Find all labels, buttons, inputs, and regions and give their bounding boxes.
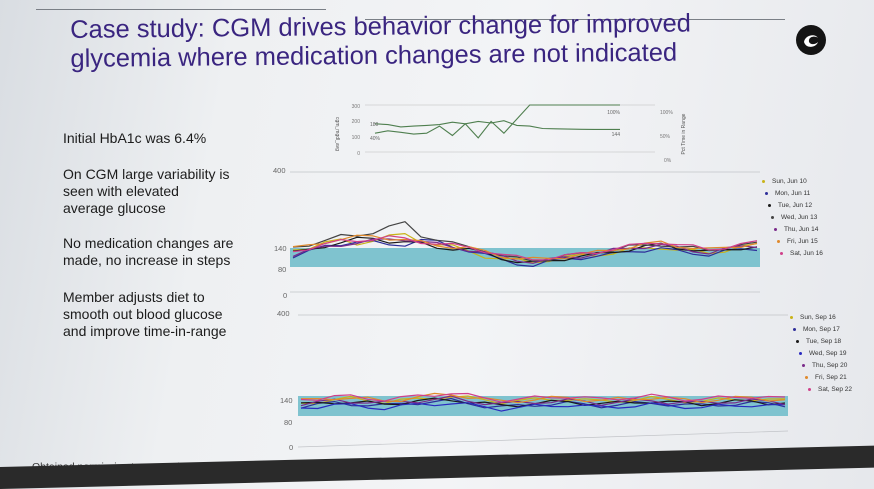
legend-dot-icon	[805, 375, 808, 379]
trend-tir-line	[374, 104, 620, 139]
legend-item: Thu, Sep 20	[802, 359, 852, 371]
legend-dot-icon	[790, 315, 793, 319]
legend-label: Wed, Jun 13	[781, 213, 818, 221]
swirl-logo-icon	[796, 25, 826, 55]
legend-item: Wed, Sep 19	[799, 347, 852, 359]
legend-item: Wed, Jun 13	[771, 211, 823, 223]
legend-item: Tue, Sep 18	[796, 335, 852, 347]
bottom-chart-tick-400: 400	[277, 309, 290, 318]
trend-right-tick-0: 0%	[664, 158, 672, 164]
daily-chart-june	[290, 171, 760, 293]
legend-label: Thu, Jun 14	[784, 225, 819, 233]
bullet-hba1c: Initial HbA1c was 6.4%	[63, 130, 207, 146]
series-line-4	[300, 402, 786, 412]
legend-dot-icon	[799, 351, 802, 355]
legend-label: Fri, Sep 21	[815, 373, 847, 381]
top-rule-left	[36, 9, 326, 10]
trend-chart: cgm_mgdl_avg 300 200 100 0 180 40% 100% …	[334, 104, 687, 164]
legend-september: Sun, Sep 16 Mon, Sep 17 Tue, Sep 18 Wed, Se…	[790, 311, 852, 395]
bullet-diet: Member adjusts diet to smooth out blood …	[63, 289, 227, 339]
trend-avg-line	[374, 120, 620, 130]
legend-label: Sun, Sep 16	[800, 313, 836, 321]
legend-item: Sun, Jun 10	[762, 175, 823, 187]
trend-annotation-avg-end: 144	[612, 132, 621, 138]
trend-right-tick-50: 50%	[660, 134, 671, 140]
trend-annotation-avg-start: 180	[370, 122, 379, 128]
legend-label: Wed, Sep 19	[809, 349, 847, 357]
bottom-chart-line-0	[297, 430, 789, 448]
legend-dot-icon	[771, 215, 774, 219]
top-chart-tick-140: 140	[274, 244, 287, 253]
trend-tick-300: 300	[352, 104, 361, 110]
trend-right-tick-100: 100%	[660, 110, 673, 116]
trend-tick-0: 0	[357, 151, 360, 157]
legend-item: Fri, Jun 15	[777, 235, 823, 247]
legend-label: Tue, Jun 12	[778, 201, 813, 209]
bottom-chart-tick-140: 140	[280, 396, 293, 405]
series-line-3	[300, 397, 786, 408]
legend-label: Sat, Jun 16	[790, 249, 823, 257]
legend-dot-icon	[802, 363, 805, 367]
legend-dot-icon	[808, 387, 811, 391]
legend-item: Tue, Jun 12	[768, 199, 823, 211]
legend-dot-icon	[780, 251, 783, 255]
top-chart-tick-0: 0	[283, 291, 288, 300]
legend-dot-icon	[774, 227, 777, 231]
legend-item: Fri, Sep 21	[805, 371, 852, 383]
legend-item: Sat, Sep 22	[808, 383, 852, 395]
bullet-variability: On CGM large variability is seen with el…	[63, 166, 230, 216]
legend-june: Sun, Jun 10 Mon, Jun 11 Tue, Jun 12 Wed, Ju…	[762, 175, 823, 259]
bottom-chart-tick-80: 80	[284, 418, 293, 427]
legend-label: Fri, Jun 15	[787, 237, 818, 245]
bottom-chart-tick-0: 0	[289, 443, 294, 452]
legend-dot-icon	[762, 179, 765, 183]
trend-right-axis-label: Pct Time in Range	[681, 113, 687, 154]
series-line-7	[292, 235, 758, 261]
bullet-no-medication: No medication changes are made, no incre…	[63, 235, 234, 268]
legend-item: Mon, Sep 17	[793, 323, 852, 335]
legend-label: Tue, Sep 18	[806, 337, 842, 345]
legend-label: Sun, Jun 10	[772, 177, 807, 185]
trend-tick-200: 200	[352, 119, 361, 125]
legend-dot-icon	[777, 239, 780, 243]
legend-item: Sun, Sep 16	[790, 311, 852, 323]
trend-annotation-tir-start: 40%	[370, 136, 381, 142]
top-chart-tick-400: 400	[273, 166, 286, 175]
legend-label: Mon, Jun 11	[775, 189, 811, 197]
legend-item: Thu, Jun 14	[774, 223, 823, 235]
legend-label: Mon, Sep 17	[803, 325, 840, 333]
legend-item: Sat, Jun 16	[780, 247, 823, 259]
legend-label: Sat, Sep 22	[818, 385, 852, 393]
legend-dot-icon	[796, 339, 799, 343]
legend-dot-icon	[793, 327, 796, 331]
trend-tick-100: 100	[352, 135, 361, 141]
trend-left-axis-label: cgm_mgdl_avg	[334, 117, 340, 151]
trend-annotation-tir-end: 100%	[607, 110, 620, 116]
title-line-2: glycemia where medication changes are no…	[70, 38, 678, 73]
legend-label: Thu, Sep 20	[812, 361, 848, 369]
slide-title: Case study: CGM drives behavior change f…	[70, 8, 791, 74]
footer-note: Obtained permission to use patient data …	[32, 461, 318, 473]
legend-dot-icon	[768, 203, 771, 207]
legend-dot-icon	[765, 191, 768, 195]
top-chart-tick-80: 80	[278, 265, 287, 274]
series-line-7	[300, 392, 786, 403]
legend-item: Mon, Jun 11	[765, 187, 823, 199]
daily-chart-september	[297, 314, 789, 448]
top-rule-right	[365, 19, 785, 20]
